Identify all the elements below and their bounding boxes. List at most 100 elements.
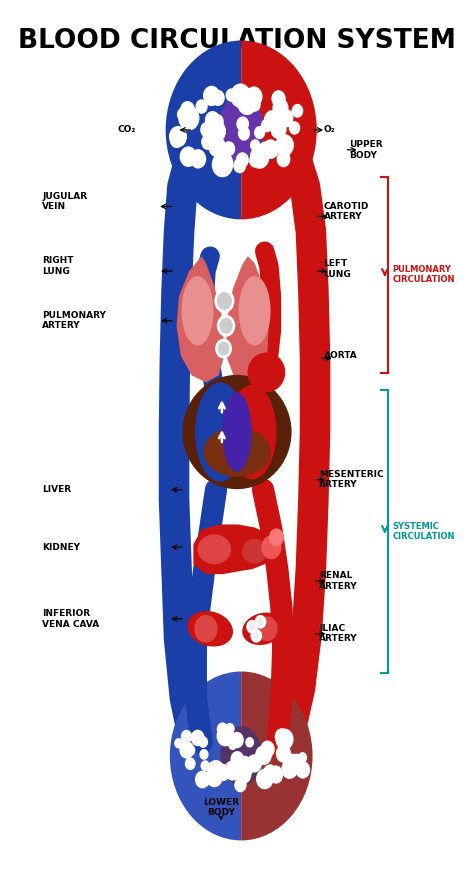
Circle shape: [233, 158, 246, 173]
Circle shape: [200, 122, 214, 138]
Circle shape: [281, 110, 293, 124]
Circle shape: [222, 141, 235, 156]
Text: O₂: O₂: [323, 125, 335, 135]
Text: CO₂: CO₂: [118, 125, 136, 135]
Circle shape: [195, 99, 208, 114]
Circle shape: [205, 111, 220, 130]
Ellipse shape: [228, 385, 276, 479]
Circle shape: [246, 620, 258, 633]
Polygon shape: [193, 525, 273, 574]
Circle shape: [262, 139, 279, 159]
Circle shape: [253, 632, 260, 639]
Ellipse shape: [222, 392, 252, 472]
Circle shape: [288, 753, 298, 766]
Circle shape: [275, 728, 289, 745]
Wedge shape: [241, 672, 312, 840]
Circle shape: [177, 108, 189, 122]
Circle shape: [269, 767, 283, 784]
Text: ILIAC
ARTERY: ILIAC ARTERY: [319, 624, 358, 644]
Circle shape: [230, 751, 244, 767]
Wedge shape: [170, 672, 241, 840]
Circle shape: [209, 137, 226, 158]
Circle shape: [249, 97, 261, 112]
Circle shape: [292, 104, 303, 117]
Circle shape: [275, 729, 293, 750]
Ellipse shape: [182, 276, 213, 346]
Circle shape: [281, 759, 298, 779]
Circle shape: [264, 772, 275, 784]
Circle shape: [198, 736, 208, 748]
Circle shape: [211, 89, 225, 106]
Text: CAROTID
ARTERY: CAROTID ARTERY: [323, 201, 369, 221]
Circle shape: [224, 760, 241, 781]
Circle shape: [270, 766, 282, 780]
Ellipse shape: [195, 382, 246, 482]
Circle shape: [250, 139, 260, 152]
Ellipse shape: [203, 427, 271, 477]
Circle shape: [254, 126, 265, 139]
Circle shape: [179, 741, 194, 759]
Circle shape: [250, 145, 269, 169]
Circle shape: [230, 731, 244, 748]
Text: SYSTEMIC
CIRCULATION: SYSTEMIC CIRCULATION: [392, 522, 455, 541]
Circle shape: [180, 101, 195, 119]
Wedge shape: [165, 40, 241, 219]
Circle shape: [250, 629, 262, 643]
Circle shape: [214, 289, 235, 313]
Circle shape: [217, 725, 234, 746]
Text: RENAL
ARTERY: RENAL ARTERY: [319, 571, 358, 590]
Circle shape: [201, 134, 215, 150]
Ellipse shape: [239, 276, 271, 346]
Circle shape: [273, 102, 284, 114]
Text: UPPER
BODY: UPPER BODY: [349, 140, 382, 159]
Circle shape: [237, 117, 249, 131]
Circle shape: [296, 760, 307, 773]
Circle shape: [217, 314, 235, 336]
Wedge shape: [241, 40, 317, 219]
Polygon shape: [226, 256, 269, 382]
Polygon shape: [176, 256, 224, 382]
Circle shape: [258, 142, 271, 157]
Ellipse shape: [242, 539, 267, 563]
Circle shape: [269, 528, 284, 547]
Ellipse shape: [187, 611, 233, 646]
Circle shape: [212, 152, 233, 177]
Circle shape: [237, 92, 257, 115]
Circle shape: [235, 765, 251, 784]
Circle shape: [170, 132, 183, 148]
Text: KIDNEY: KIDNEY: [42, 543, 80, 552]
Circle shape: [195, 771, 210, 788]
Circle shape: [280, 111, 293, 127]
Circle shape: [256, 768, 273, 789]
Circle shape: [225, 723, 235, 735]
Circle shape: [255, 615, 266, 629]
Circle shape: [236, 756, 253, 775]
Circle shape: [178, 105, 200, 131]
Text: LEFT
LUNG: LEFT LUNG: [323, 259, 351, 279]
Circle shape: [190, 149, 206, 168]
Circle shape: [191, 730, 205, 746]
Circle shape: [185, 757, 196, 770]
Circle shape: [255, 745, 272, 765]
Circle shape: [217, 292, 232, 310]
Circle shape: [235, 89, 248, 105]
Circle shape: [210, 114, 224, 130]
Text: RIGHT
LUNG: RIGHT LUNG: [42, 257, 74, 276]
Circle shape: [246, 87, 263, 107]
Circle shape: [174, 738, 183, 749]
Circle shape: [215, 339, 232, 358]
Circle shape: [208, 121, 226, 142]
Circle shape: [280, 151, 290, 163]
Circle shape: [249, 623, 255, 631]
Ellipse shape: [220, 726, 262, 786]
Circle shape: [207, 123, 222, 141]
Circle shape: [230, 83, 251, 108]
Ellipse shape: [242, 612, 284, 645]
Text: LOWER
BODY: LOWER BODY: [203, 798, 239, 817]
Ellipse shape: [218, 95, 264, 165]
Circle shape: [277, 151, 291, 167]
Circle shape: [203, 86, 220, 106]
Circle shape: [206, 767, 223, 788]
Circle shape: [260, 740, 275, 758]
Circle shape: [219, 318, 233, 334]
